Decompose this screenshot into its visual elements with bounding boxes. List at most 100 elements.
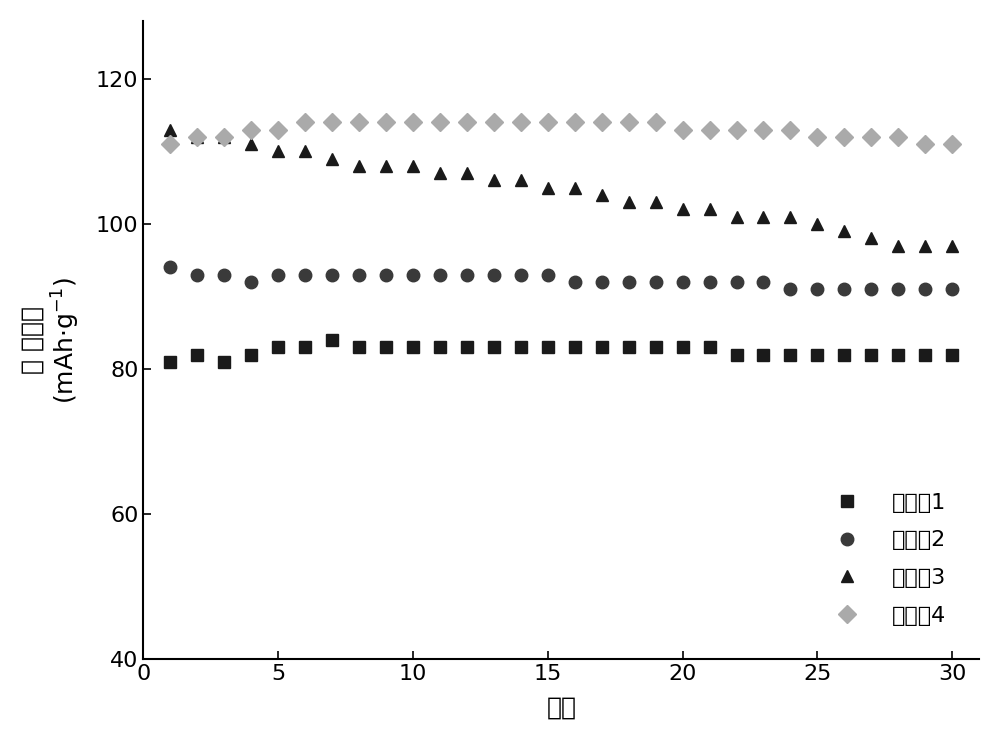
实施例3: [542, 184, 554, 192]
实施例3: [164, 125, 176, 134]
实施例1: [919, 350, 931, 359]
实施例4: [919, 140, 931, 149]
实施例3: [650, 198, 662, 206]
实施例2: [245, 278, 257, 286]
实施例3: [299, 147, 311, 156]
实施例1: [407, 343, 419, 352]
实施例1: [892, 350, 904, 359]
实施例4: [488, 118, 500, 127]
实施例3: [461, 169, 473, 178]
实施例4: [569, 118, 581, 127]
实施例3: [919, 241, 931, 250]
实施例4: [191, 132, 203, 141]
实施例4: [865, 132, 877, 141]
实施例4: [677, 125, 689, 134]
实施例1: [326, 335, 338, 344]
实施例1: [488, 343, 500, 352]
实施例2: [704, 278, 716, 286]
实施例3: [892, 241, 904, 250]
实施例1: [623, 343, 635, 352]
实施例4: [380, 118, 392, 127]
实施例2: [569, 278, 581, 286]
实施例2: [272, 270, 284, 279]
实施例4: [164, 140, 176, 149]
实施例2: [542, 270, 554, 279]
实施例4: [623, 118, 635, 127]
实施例2: [434, 270, 446, 279]
实施例3: [326, 154, 338, 163]
实施例2: [353, 270, 365, 279]
Y-axis label: 放 电容量
(mAh·g$^{-1}$): 放 电容量 (mAh·g$^{-1}$): [21, 277, 82, 403]
实施例1: [542, 343, 554, 352]
实施例3: [704, 205, 716, 214]
实施例4: [892, 132, 904, 141]
实施例4: [407, 118, 419, 127]
实施例1: [218, 357, 230, 366]
实施例1: [865, 350, 877, 359]
实施例3: [434, 169, 446, 178]
实施例1: [596, 343, 608, 352]
实施例3: [757, 212, 769, 221]
实施例2: [191, 270, 203, 279]
实施例1: [811, 350, 823, 359]
实施例4: [353, 118, 365, 127]
Line: 实施例2: 实施例2: [164, 261, 958, 295]
实施例1: [461, 343, 473, 352]
Line: 实施例1: 实施例1: [165, 334, 958, 367]
实施例4: [299, 118, 311, 127]
实施例3: [731, 212, 743, 221]
实施例3: [407, 161, 419, 170]
实施例3: [946, 241, 958, 250]
实施例4: [757, 125, 769, 134]
实施例1: [380, 343, 392, 352]
实施例4: [542, 118, 554, 127]
实施例3: [191, 132, 203, 141]
实施例2: [380, 270, 392, 279]
实施例2: [461, 270, 473, 279]
实施例3: [623, 198, 635, 206]
实施例3: [677, 205, 689, 214]
实施例4: [838, 132, 850, 141]
实施例2: [326, 270, 338, 279]
实施例3: [245, 140, 257, 149]
实施例1: [299, 343, 311, 352]
实施例1: [838, 350, 850, 359]
实施例2: [677, 278, 689, 286]
实施例2: [731, 278, 743, 286]
实施例1: [731, 350, 743, 359]
实施例4: [434, 118, 446, 127]
Line: 实施例4: 实施例4: [164, 116, 958, 150]
实施例1: [569, 343, 581, 352]
实施例2: [919, 285, 931, 294]
实施例2: [164, 263, 176, 272]
实施例1: [164, 357, 176, 366]
实施例3: [353, 161, 365, 170]
实施例3: [838, 226, 850, 235]
实施例3: [596, 190, 608, 199]
实施例3: [784, 212, 796, 221]
实施例2: [892, 285, 904, 294]
实施例2: [596, 278, 608, 286]
实施例4: [218, 132, 230, 141]
实施例1: [704, 343, 716, 352]
实施例2: [838, 285, 850, 294]
实施例2: [650, 278, 662, 286]
实施例3: [380, 161, 392, 170]
实施例2: [811, 285, 823, 294]
实施例2: [865, 285, 877, 294]
实施例4: [731, 125, 743, 134]
实施例1: [272, 343, 284, 352]
实施例2: [488, 270, 500, 279]
实施例4: [784, 125, 796, 134]
实施例2: [515, 270, 527, 279]
实施例3: [218, 132, 230, 141]
实施例1: [946, 350, 958, 359]
实施例3: [865, 234, 877, 243]
实施例3: [569, 184, 581, 192]
实施例4: [326, 118, 338, 127]
实施例2: [946, 285, 958, 294]
实施例1: [353, 343, 365, 352]
实施例1: [515, 343, 527, 352]
实施例3: [272, 147, 284, 156]
实施例4: [650, 118, 662, 127]
